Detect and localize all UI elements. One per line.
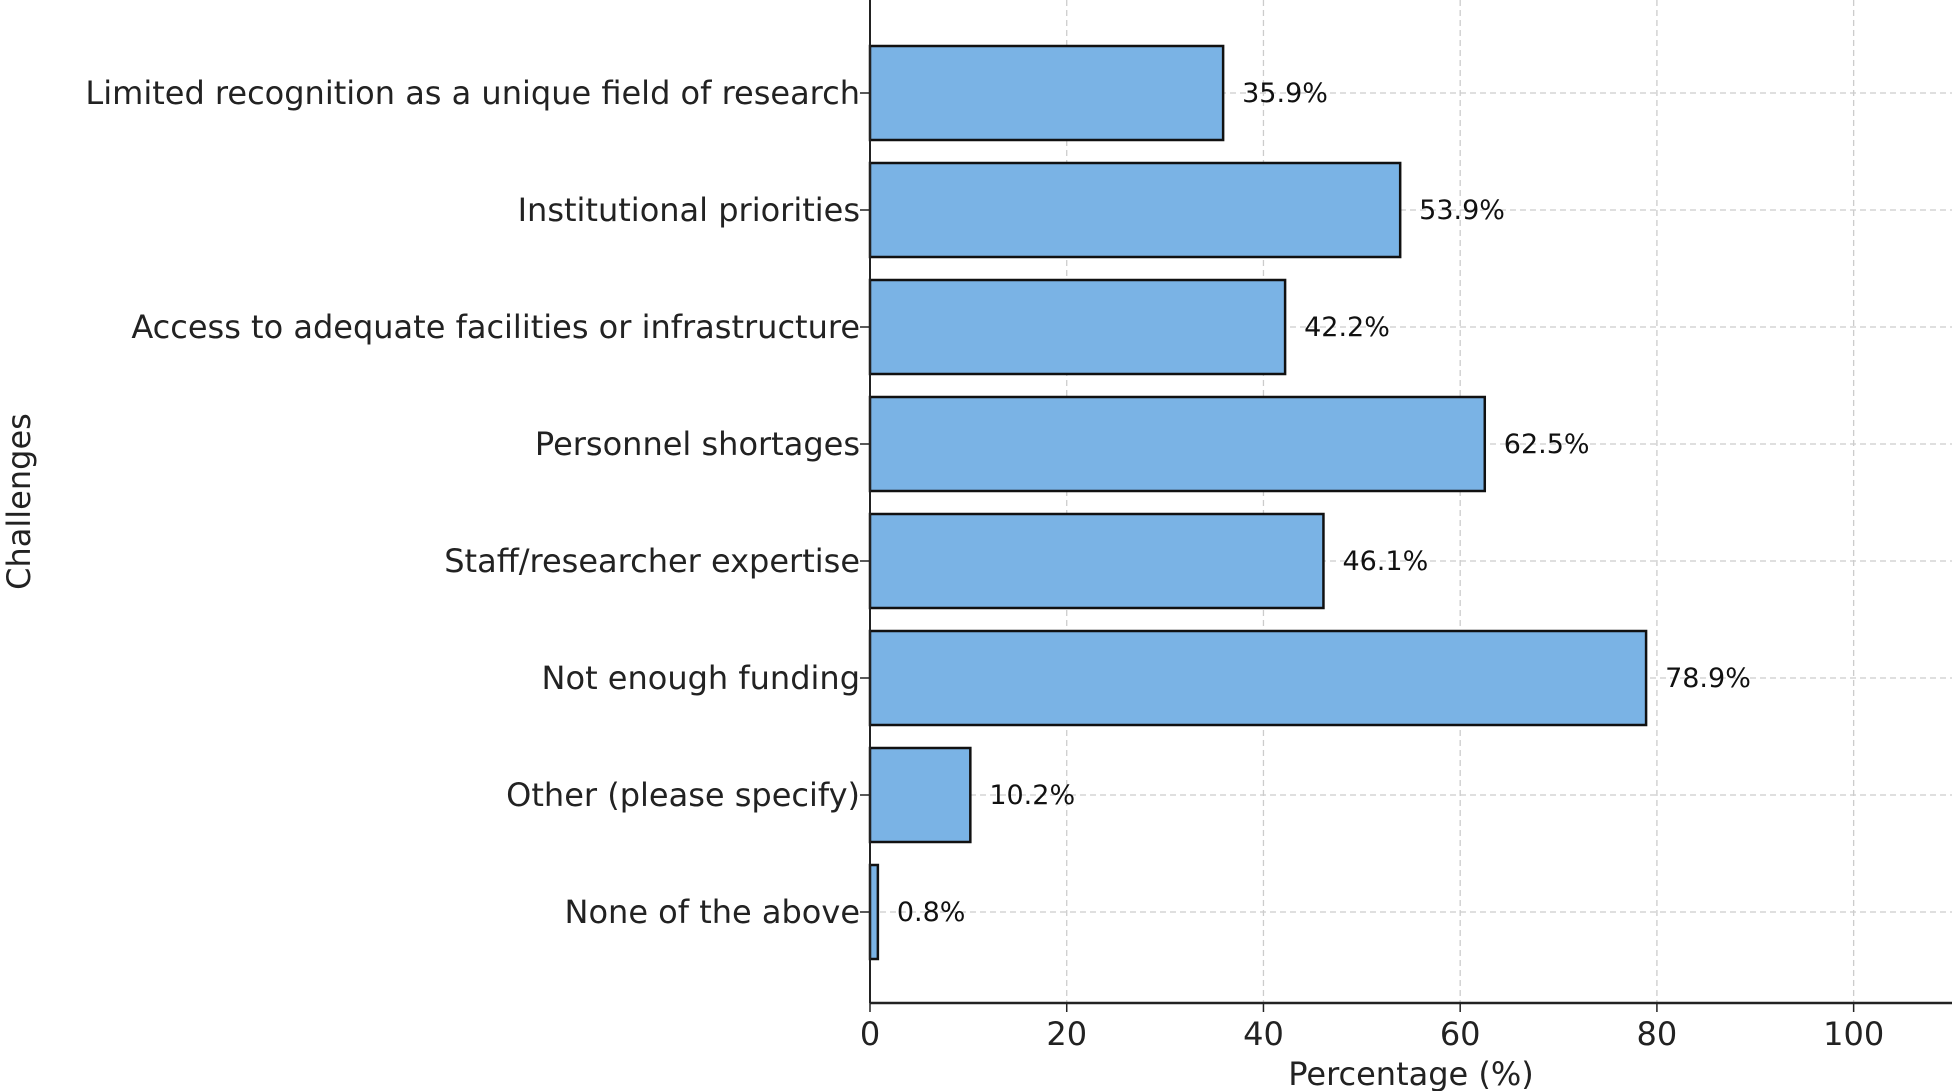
data-label: 53.9% <box>1419 195 1505 226</box>
bar <box>868 746 972 844</box>
y-tick-label: Access to adequate facilities or infrast… <box>131 308 860 346</box>
x-tick-label: 20 <box>1046 1015 1087 1053</box>
data-label: 10.2% <box>989 780 1075 811</box>
bar <box>868 395 1487 493</box>
bar <box>868 161 1402 259</box>
y-tick-label: Limited recognition as a unique field of… <box>85 74 860 112</box>
y-tick-label: Institutional priorities <box>518 191 860 229</box>
bar-layer <box>868 44 1648 961</box>
data-label: 46.1% <box>1342 546 1428 577</box>
data-label: 42.2% <box>1304 312 1390 343</box>
data-label: 0.8% <box>897 897 966 928</box>
bar <box>868 512 1325 610</box>
data-label: 35.9% <box>1242 78 1328 109</box>
x-axis-title: Percentage (%) <box>1288 1055 1534 1091</box>
data-label: 62.5% <box>1504 429 1590 460</box>
y-tick-label: Staff/researcher expertise <box>444 542 860 580</box>
x-tick-label: 80 <box>1637 1015 1678 1053</box>
label-layer: 35.9% Limited recognition as a unique fie… <box>85 74 1884 1053</box>
y-tick-label: Not enough funding <box>542 659 860 697</box>
bar <box>868 629 1648 727</box>
y-axis-title: Challenges <box>0 413 38 590</box>
y-tick-label: Personnel shortages <box>535 425 860 463</box>
bar <box>868 863 880 961</box>
axis-layer <box>860 0 1952 1012</box>
grid-layer <box>869 0 1952 1003</box>
x-tick-label: 60 <box>1440 1015 1481 1053</box>
x-tick-label: 0 <box>860 1015 880 1053</box>
x-tick-label: 100 <box>1823 1015 1884 1053</box>
y-tick-label: None of the above <box>565 893 860 931</box>
data-label: 78.9% <box>1665 663 1751 694</box>
bar <box>868 44 1225 142</box>
bar <box>868 278 1287 376</box>
x-tick-label: 40 <box>1243 1015 1284 1053</box>
y-tick-label: Other (please specify) <box>506 776 860 814</box>
